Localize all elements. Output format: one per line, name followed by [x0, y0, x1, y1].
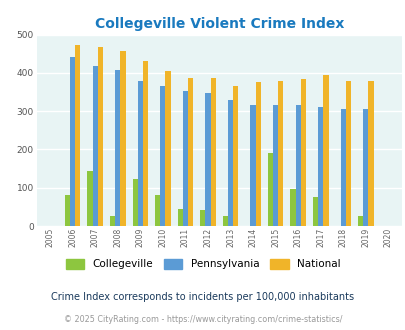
Bar	[300, 79, 305, 226]
Bar	[222, 216, 227, 226]
Bar	[155, 195, 160, 226]
Bar	[368, 81, 373, 226]
Bar	[182, 91, 188, 226]
Bar	[205, 93, 210, 226]
Bar	[267, 153, 273, 226]
Bar	[290, 189, 295, 226]
Bar	[210, 78, 215, 226]
Bar	[120, 51, 125, 226]
Bar	[75, 45, 80, 226]
Bar	[177, 209, 182, 226]
Bar	[340, 109, 345, 226]
Bar	[345, 81, 350, 226]
Bar	[362, 109, 368, 226]
Text: Crime Index corresponds to incidents per 100,000 inhabitants: Crime Index corresponds to incidents per…	[51, 292, 354, 302]
Bar	[322, 75, 328, 226]
Bar	[87, 171, 92, 226]
Bar	[160, 86, 165, 226]
Text: © 2025 CityRating.com - https://www.cityrating.com/crime-statistics/: © 2025 CityRating.com - https://www.city…	[64, 315, 341, 324]
Bar	[312, 197, 318, 226]
Bar	[110, 216, 115, 226]
Bar	[132, 179, 137, 226]
Bar	[98, 47, 103, 226]
Bar	[295, 106, 300, 226]
Bar	[165, 71, 170, 226]
Bar	[137, 81, 143, 226]
Bar	[277, 81, 283, 226]
Bar	[232, 86, 238, 226]
Bar	[227, 101, 232, 226]
Bar	[318, 107, 322, 226]
Bar	[92, 66, 98, 226]
Bar	[200, 210, 205, 226]
Bar	[273, 106, 277, 226]
Bar	[143, 61, 148, 226]
Bar	[255, 82, 260, 226]
Title: Collegeville Violent Crime Index: Collegeville Violent Crime Index	[94, 17, 343, 31]
Bar	[357, 216, 362, 226]
Bar	[115, 70, 120, 226]
Legend: Collegeville, Pennsylvania, National: Collegeville, Pennsylvania, National	[61, 255, 344, 274]
Bar	[188, 78, 193, 226]
Bar	[250, 106, 255, 226]
Bar	[70, 57, 75, 226]
Bar	[65, 195, 70, 226]
